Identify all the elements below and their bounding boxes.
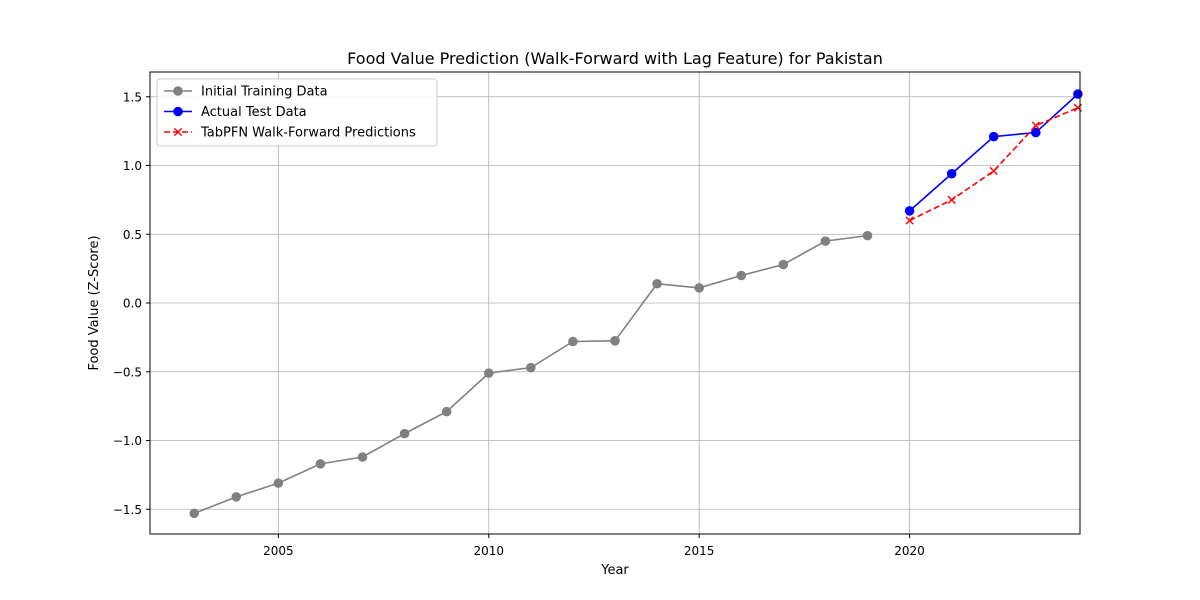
y-tick-label: 1.5 <box>123 90 142 104</box>
data-point <box>989 166 998 176</box>
legend-marker <box>173 86 183 96</box>
data-point <box>399 428 410 439</box>
series-2 <box>905 103 1082 225</box>
legend-box <box>156 78 438 147</box>
data-point <box>231 492 242 502</box>
data-point <box>736 270 747 281</box>
chart-title: Food Value Prediction (Walk-Forward with… <box>347 49 883 68</box>
data-point <box>357 452 368 462</box>
data-point <box>483 368 494 378</box>
y-tick-label: 0.0 <box>123 297 142 311</box>
data-point <box>947 195 956 204</box>
axis-ticks: 2005 2010 2015 2020 −1.5 −1.0 −0.5 0.0 0.5 1.0 1.5 <box>113 90 925 558</box>
plot-series <box>189 89 1083 519</box>
y-tick-label: −1.5 <box>113 503 142 517</box>
data-point <box>652 278 662 289</box>
data-point <box>568 336 578 347</box>
y-tick-label: −1.0 <box>113 434 142 448</box>
data-point <box>820 236 831 246</box>
legend-label: Actual Test Data <box>201 105 307 120</box>
data-point <box>946 168 957 179</box>
legend-marker <box>173 106 183 117</box>
data-point <box>1031 127 1041 138</box>
y-tick-label: −0.5 <box>113 365 142 379</box>
legend-label: TabPFN Walk-Forward Predictions <box>200 126 416 141</box>
x-tick-label: 2010 <box>473 544 504 558</box>
series-0 <box>189 230 873 519</box>
y-tick-label: 0.5 <box>123 228 142 242</box>
data-point <box>905 216 914 225</box>
data-point <box>189 508 199 519</box>
data-point <box>526 362 536 373</box>
data-point <box>778 259 789 270</box>
data-point <box>862 230 873 241</box>
data-point <box>273 478 284 488</box>
legend-entry: TabPFN Walk-Forward Predictions <box>164 126 416 141</box>
data-point <box>904 206 915 216</box>
data-point <box>1031 121 1040 130</box>
x-tick-label: 2005 <box>263 544 294 558</box>
legend: Initial Training Data Actual Test Data Tab… <box>156 78 438 147</box>
y-tick-label: 1.0 <box>123 159 142 173</box>
x-axis-label: Year <box>600 563 629 578</box>
data-point <box>988 131 999 142</box>
grid-lines <box>150 72 1080 534</box>
legend-entry: Initial Training Data <box>164 85 328 100</box>
data-point <box>441 406 452 417</box>
x-tick-label: 2020 <box>894 544 925 558</box>
series-line <box>909 107 1079 222</box>
x-tick-label: 2015 <box>684 544 715 558</box>
legend-entry: Actual Test Data <box>164 105 307 120</box>
data-point <box>315 459 326 469</box>
legend-marker <box>173 127 183 137</box>
y-axis-label: Food Value (Z-Score) <box>87 235 102 370</box>
legend-label: Initial Training Data <box>201 85 328 100</box>
data-point <box>694 283 704 293</box>
data-point <box>610 336 620 346</box>
data-point <box>1073 89 1083 99</box>
